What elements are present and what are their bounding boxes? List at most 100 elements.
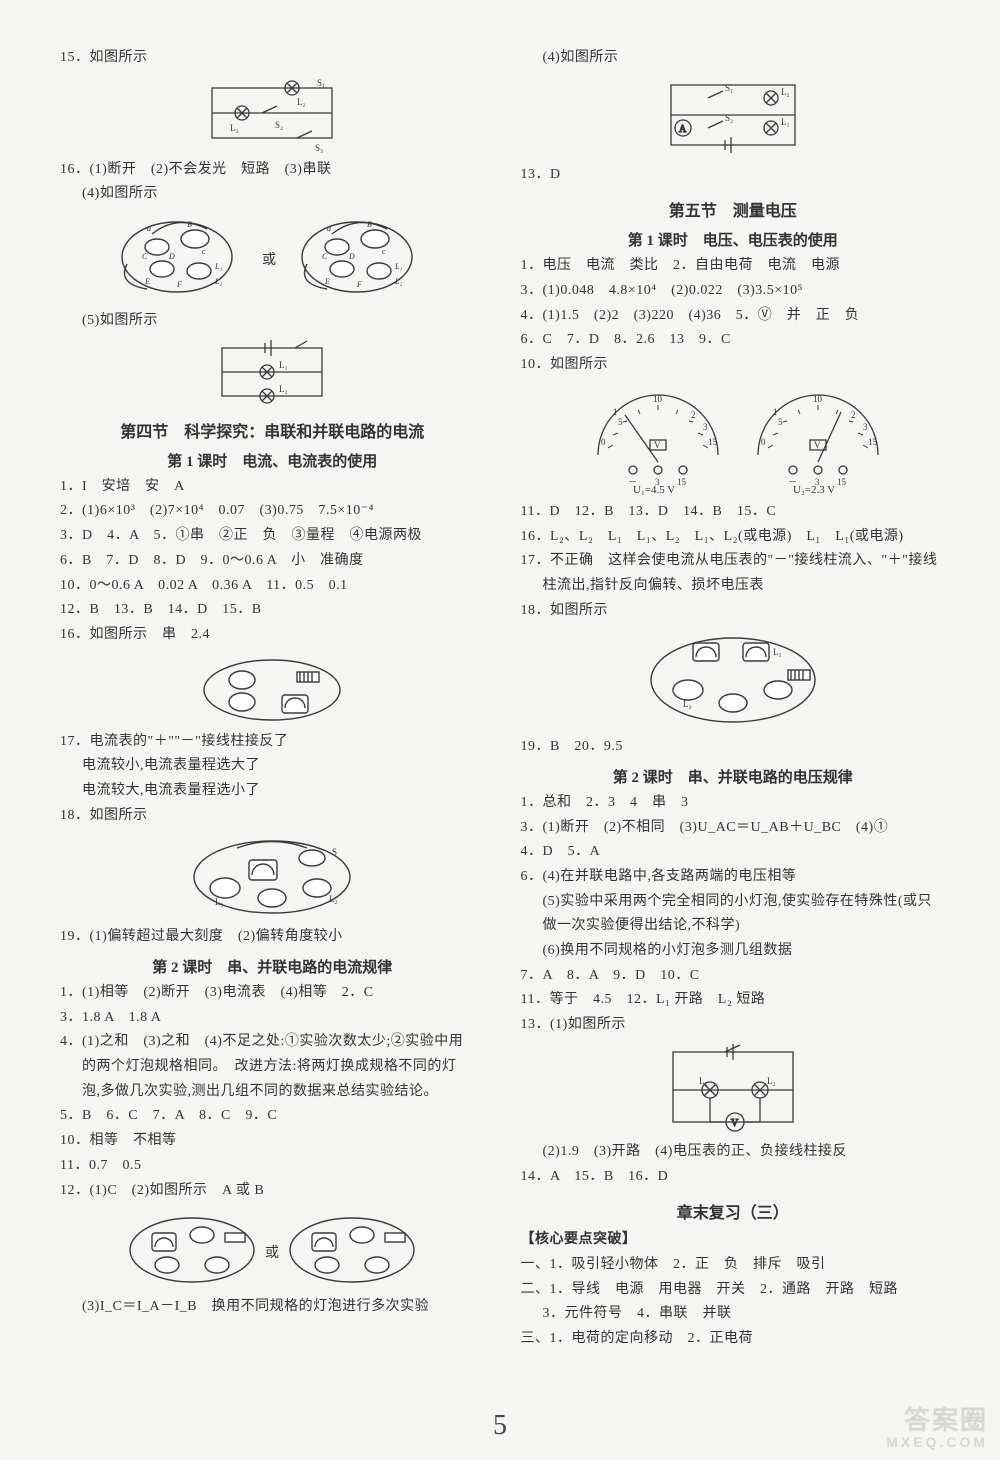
answer-line: 15．如图所示 xyxy=(60,47,485,69)
svg-text:或: 或 xyxy=(265,1245,279,1261)
figure-ammeter-18: S L₁ L₂ xyxy=(60,830,485,920)
answer-line: (4)如图所示 xyxy=(60,183,485,205)
svg-text:L₂: L₂ xyxy=(297,97,306,107)
svg-text:2: 2 xyxy=(691,410,696,420)
page-number: 5 xyxy=(493,1410,507,1442)
svg-text:2: 2 xyxy=(851,410,856,420)
svg-text:a: a xyxy=(147,224,151,233)
answer-line: 做一次实验便得出结论,不科学) xyxy=(521,915,946,937)
answer-line: 10．相等 不相等 xyxy=(60,1130,485,1152)
svg-text:S₂: S₂ xyxy=(725,113,733,123)
answer-line: 19．B 20．9.5 xyxy=(521,736,946,758)
answer-line: 11．D 12．B 13．D 14．B 15．C xyxy=(521,501,946,523)
figure-ammeter-12: 或 xyxy=(60,1205,485,1290)
section-subhead: 【核心要点突破】 xyxy=(521,1229,946,1251)
lesson-title: 第 2 课时 串、并联电路的电流规律 xyxy=(60,956,485,977)
svg-text:c: c xyxy=(382,247,386,256)
svg-text:1: 1 xyxy=(773,407,778,417)
answer-line: 4．(1)1.5 (2)2 (3)220 (4)36 5．Ⓥ 并 正 负 xyxy=(521,305,946,327)
svg-text:F: F xyxy=(176,280,182,289)
answer-line: (6)换用不同规格的小灯泡多测几组数据 xyxy=(521,940,946,962)
watermark-big: 答案圈 xyxy=(904,1405,988,1435)
answer-line: 三、1．电荷的定向移动 2．正电荷 xyxy=(521,1328,946,1350)
svg-text:V: V xyxy=(814,440,821,450)
answer-line: 1．总和 2．3 4 串 3 xyxy=(521,792,946,814)
svg-text:L₁: L₁ xyxy=(230,123,239,133)
answer-line: 13．D xyxy=(521,164,946,186)
answer-line: (4)如图所示 xyxy=(521,47,946,69)
svg-text:10: 10 xyxy=(653,394,663,404)
svg-text:L₁: L₁ xyxy=(781,117,790,127)
answer-line: (3)I_C＝I_A－I_B 换用不同规格的灯泡进行多次实验 xyxy=(60,1296,485,1318)
svg-text:S₃: S₃ xyxy=(315,143,323,153)
answer-line: 12．B 13．B 14．D 15．B xyxy=(60,599,485,621)
svg-text:0: 0 xyxy=(601,437,606,447)
svg-text:D: D xyxy=(168,252,175,261)
svg-text:L₁: L₁ xyxy=(279,360,288,370)
svg-text:E: E xyxy=(324,277,330,286)
answer-line: 一、1．吸引轻小物体 2．正 负 排斥 吸引 xyxy=(521,1254,946,1276)
svg-text:L₂: L₂ xyxy=(767,1076,776,1086)
answer-line: 16．(1)断开 (2)不会发光 短路 (3)串联 xyxy=(60,159,485,181)
svg-text:a: a xyxy=(327,224,331,233)
svg-text:U₁=4.5 V: U₁=4.5 V xyxy=(633,484,675,495)
answer-line: 11．等于 4.5 12．L₁ 开路 L₂ 短路 xyxy=(521,989,946,1011)
figure-circuit-q16-4: 或 aB CD cE FL₁ L₂ aB CD xyxy=(60,209,485,304)
svg-text:3: 3 xyxy=(703,422,708,432)
svg-text:L₂: L₂ xyxy=(329,894,338,904)
answer-line: 16．如图所示 串 2.4 xyxy=(60,624,485,646)
svg-text:S: S xyxy=(332,847,337,857)
figure-voltmeter-circuit-18: L₁L₂ xyxy=(521,625,946,730)
answer-line: 电流较大,电流表量程选小了 xyxy=(60,780,485,802)
answer-line: 7．A 8．A 9．D 10．C xyxy=(521,965,946,987)
svg-text:L₂: L₂ xyxy=(214,277,222,286)
svg-text:5: 5 xyxy=(778,417,783,427)
svg-text:L₂: L₂ xyxy=(781,87,790,97)
answer-line: 13．(1)如图所示 xyxy=(521,1014,946,1036)
answer-line: 6．C 7．D 8．2.6 13 9．C xyxy=(521,329,946,351)
lesson-title: 第 1 课时 电压、电压表的使用 xyxy=(521,229,946,250)
answer-line: 1．电压 电流 类比 2．自由电荷 电流 电源 xyxy=(521,255,946,277)
figure-voltmeters: 01015 512 3 V －315 U₁=4.5 V xyxy=(521,380,946,495)
figure-circuit-r13: V L₁ L₂ xyxy=(521,1040,946,1135)
svg-text:B: B xyxy=(367,220,372,229)
answer-line: 3．元件符号 4．串联 并联 xyxy=(521,1303,946,1325)
answer-line: 10．0～0.6 A 0.02 A 0.36 A 11．0.5 0.1 xyxy=(60,575,485,597)
answer-line: 18．如图所示 xyxy=(521,600,946,622)
svg-text:L₁: L₁ xyxy=(699,1076,708,1086)
watermark: 答案圈 MXEQ.COM xyxy=(886,1406,988,1450)
answer-line: 6．B 7．D 8．D 9．0～0.6 A 小 准确度 xyxy=(60,550,485,572)
answer-line: 5．B 6．C 7．A 8．C 9．C xyxy=(60,1105,485,1127)
figure-circuit-q16-5: L₁ L₂ xyxy=(60,336,485,406)
answer-line: 16．L₂、L₂ L₁ L₁、L₂ L₁、L₂(或电源) L₁ L₁(或电源) xyxy=(521,526,946,548)
answer-line: 1．(1)相等 (2)断开 (3)电流表 (4)相等 2．C xyxy=(60,982,485,1004)
answer-line: 17．不正确 这样会使电流从电压表的"－"接线柱流入、"＋"接线 xyxy=(521,550,946,572)
svg-text:15: 15 xyxy=(677,477,687,487)
answer-line: 1．I 安培 安 A xyxy=(60,476,485,498)
svg-text:V: V xyxy=(731,1118,739,1129)
answer-line: 电流较小,电流表量程选大了 xyxy=(60,755,485,777)
svg-text:10: 10 xyxy=(813,394,823,404)
svg-text:B: B xyxy=(187,220,192,229)
answer-line: 2．(1)6×10³ (2)7×10⁴ 0.07 (3)0.75 7.5×10⁻… xyxy=(60,500,485,522)
lesson-title: 第 1 课时 电流、电流表的使用 xyxy=(60,450,485,471)
left-column: 15．如图所示 S₁ L₂ L₁ S₂ S₃ 16．(1)断开 (2)不会发光 … xyxy=(60,45,485,1420)
svg-text:A: A xyxy=(679,124,687,135)
svg-text:C: C xyxy=(142,252,148,261)
answer-line: 3．(1)0.048 4.8×10⁴ (2)0.022 (3)3.5×10⁵ xyxy=(521,280,946,302)
svg-text:15: 15 xyxy=(868,437,878,447)
lesson-title: 第 2 课时 串、并联电路的电压规律 xyxy=(521,766,946,787)
section-title: 章末复习（三） xyxy=(521,1199,946,1223)
svg-text:U₂=2.3 V: U₂=2.3 V xyxy=(793,484,835,495)
answer-line: 14．A 15．B 16．D xyxy=(521,1166,946,1188)
section-title: 第五节 测量电压 xyxy=(521,197,946,221)
watermark-small: MXEQ.COM xyxy=(886,1435,988,1450)
answer-line: 3．1.8 A 1.8 A xyxy=(60,1007,485,1029)
svg-text:0: 0 xyxy=(761,437,766,447)
svg-text:S₁: S₁ xyxy=(725,83,733,93)
answer-line: 柱流出,指针反向偏转、损坏电压表 xyxy=(521,575,946,597)
svg-text:L₂: L₂ xyxy=(683,699,692,709)
svg-text:V: V xyxy=(654,440,661,450)
svg-text:C: C xyxy=(322,252,328,261)
svg-text:S₂: S₂ xyxy=(275,120,283,130)
